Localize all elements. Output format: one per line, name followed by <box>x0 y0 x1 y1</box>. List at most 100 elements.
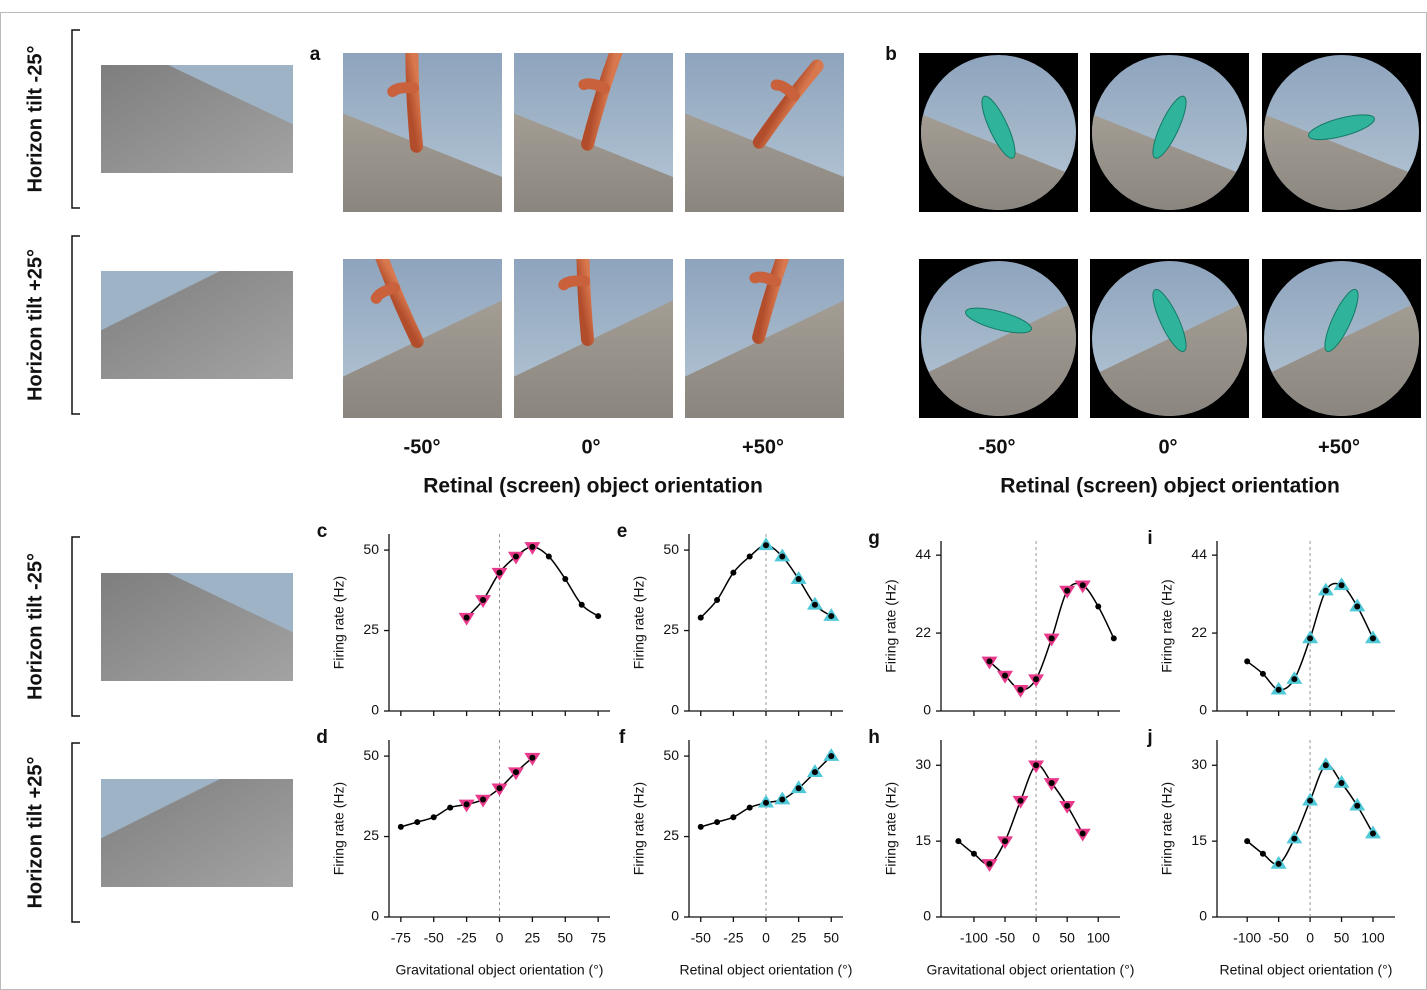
point <box>698 824 704 830</box>
point <box>698 615 704 621</box>
y-tick-label: 50 <box>363 747 379 763</box>
point <box>955 838 961 844</box>
y-axis-label: Firing rate (Hz) <box>331 782 347 875</box>
x-axis-label: Gravitational object orientation (°) <box>927 962 1135 978</box>
y-tick-label: 44 <box>915 546 931 562</box>
point <box>1080 831 1086 837</box>
x-axis-label: Retinal object orientation (°) <box>1220 962 1393 978</box>
y-tick-label: 0 <box>671 908 679 924</box>
stimulus-image <box>1262 53 1421 212</box>
x-tick-label: -25 <box>723 930 743 946</box>
x-tick-label: 0 <box>1032 930 1040 946</box>
point <box>730 570 736 576</box>
y-axis-label: Firing rate (Hz) <box>883 579 899 672</box>
panel-label: d <box>316 727 328 748</box>
y-tick-label: 0 <box>923 702 931 718</box>
x-tick-label: -100 <box>1233 930 1261 946</box>
point <box>1111 635 1117 641</box>
object-branch <box>584 83 605 89</box>
point <box>1291 836 1297 842</box>
y-tick-label: 25 <box>363 827 379 843</box>
point <box>1018 687 1024 693</box>
axis-title: Retinal (screen) object orientation <box>423 475 763 498</box>
object-branch <box>392 86 413 92</box>
point <box>414 819 420 825</box>
panel-label: j <box>1146 727 1152 748</box>
point <box>1002 673 1008 679</box>
y-tick-label: 15 <box>1191 832 1207 848</box>
point <box>1260 851 1266 857</box>
point <box>497 785 503 791</box>
point <box>398 824 404 830</box>
point <box>529 544 535 550</box>
y-tick-label: 22 <box>915 624 931 640</box>
y-axis-label: Firing rate (Hz) <box>1159 782 1175 875</box>
y-tick-label: 0 <box>1199 702 1207 718</box>
point <box>1049 635 1055 641</box>
point <box>1064 803 1070 809</box>
x-tick-label: 50 <box>1334 930 1350 946</box>
point <box>1033 762 1039 768</box>
orientation-label: +50° <box>1318 436 1360 458</box>
point <box>1370 831 1376 837</box>
panel-label: h <box>868 727 880 748</box>
y-tick-label: 25 <box>663 827 679 843</box>
y-tick-label: 25 <box>363 621 379 637</box>
curve <box>958 765 1082 864</box>
bracket <box>72 537 80 716</box>
panel-label: g <box>868 528 880 549</box>
point <box>747 805 753 811</box>
panel-label: b <box>885 44 897 65</box>
row-label: Horizon tilt -25° <box>24 553 46 700</box>
x-axis-label: Retinal object orientation (°) <box>680 962 853 978</box>
point <box>464 801 470 807</box>
panel-label: a <box>310 44 321 65</box>
y-axis-label: Firing rate (Hz) <box>883 782 899 875</box>
stimulus-image <box>685 53 844 212</box>
stimulus-image <box>1090 259 1249 418</box>
row-label: Horizon tilt -25° <box>24 46 46 193</box>
curve <box>467 547 599 618</box>
point <box>1080 582 1086 588</box>
orientation-label: -50° <box>979 436 1016 458</box>
object-branch <box>563 279 584 285</box>
x-axis-label: Gravitational object orientation (°) <box>396 962 604 978</box>
point <box>1291 676 1297 682</box>
x-tick-label: -75 <box>391 930 411 946</box>
point <box>1002 838 1008 844</box>
point <box>1370 635 1376 641</box>
point <box>497 570 503 576</box>
point <box>1276 861 1282 867</box>
point <box>812 602 818 608</box>
y-tick-label: 30 <box>1191 756 1207 772</box>
point <box>986 861 992 867</box>
point <box>1033 676 1039 682</box>
y-tick-label: 0 <box>371 702 379 718</box>
point <box>714 819 720 825</box>
point <box>1354 803 1360 809</box>
point <box>562 576 568 582</box>
y-axis-label: Firing rate (Hz) <box>1159 579 1175 672</box>
point <box>447 805 453 811</box>
point <box>1260 671 1266 677</box>
scene <box>514 244 673 418</box>
point <box>1244 658 1250 664</box>
figure: a b Retinal (screen) object orientation … <box>0 0 1427 990</box>
y-tick-label: 0 <box>923 908 931 924</box>
point <box>595 613 601 619</box>
orientation-label: +50° <box>742 436 784 458</box>
x-tick-label: -50 <box>691 930 711 946</box>
point <box>796 785 802 791</box>
x-tick-label: 50 <box>557 930 573 946</box>
stimulus-image <box>514 244 673 418</box>
x-tick-label: -50 <box>995 930 1015 946</box>
bracket <box>72 30 80 208</box>
point <box>431 814 437 820</box>
x-tick-label: 25 <box>525 930 541 946</box>
point <box>1095 604 1101 610</box>
point <box>1276 687 1282 693</box>
y-tick-label: 0 <box>671 702 679 718</box>
stimulus-image <box>514 48 673 212</box>
point <box>546 554 552 560</box>
row-label: Horizon tilt +25° <box>24 249 46 401</box>
